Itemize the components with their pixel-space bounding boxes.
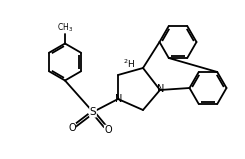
Text: N: N [157,84,165,94]
Text: $^{2}$H: $^{2}$H [123,58,135,70]
Text: O: O [104,125,112,135]
Text: N: N [115,94,122,104]
Text: CH$_3$: CH$_3$ [57,21,73,34]
Text: S: S [90,107,96,117]
Text: O: O [68,123,76,133]
